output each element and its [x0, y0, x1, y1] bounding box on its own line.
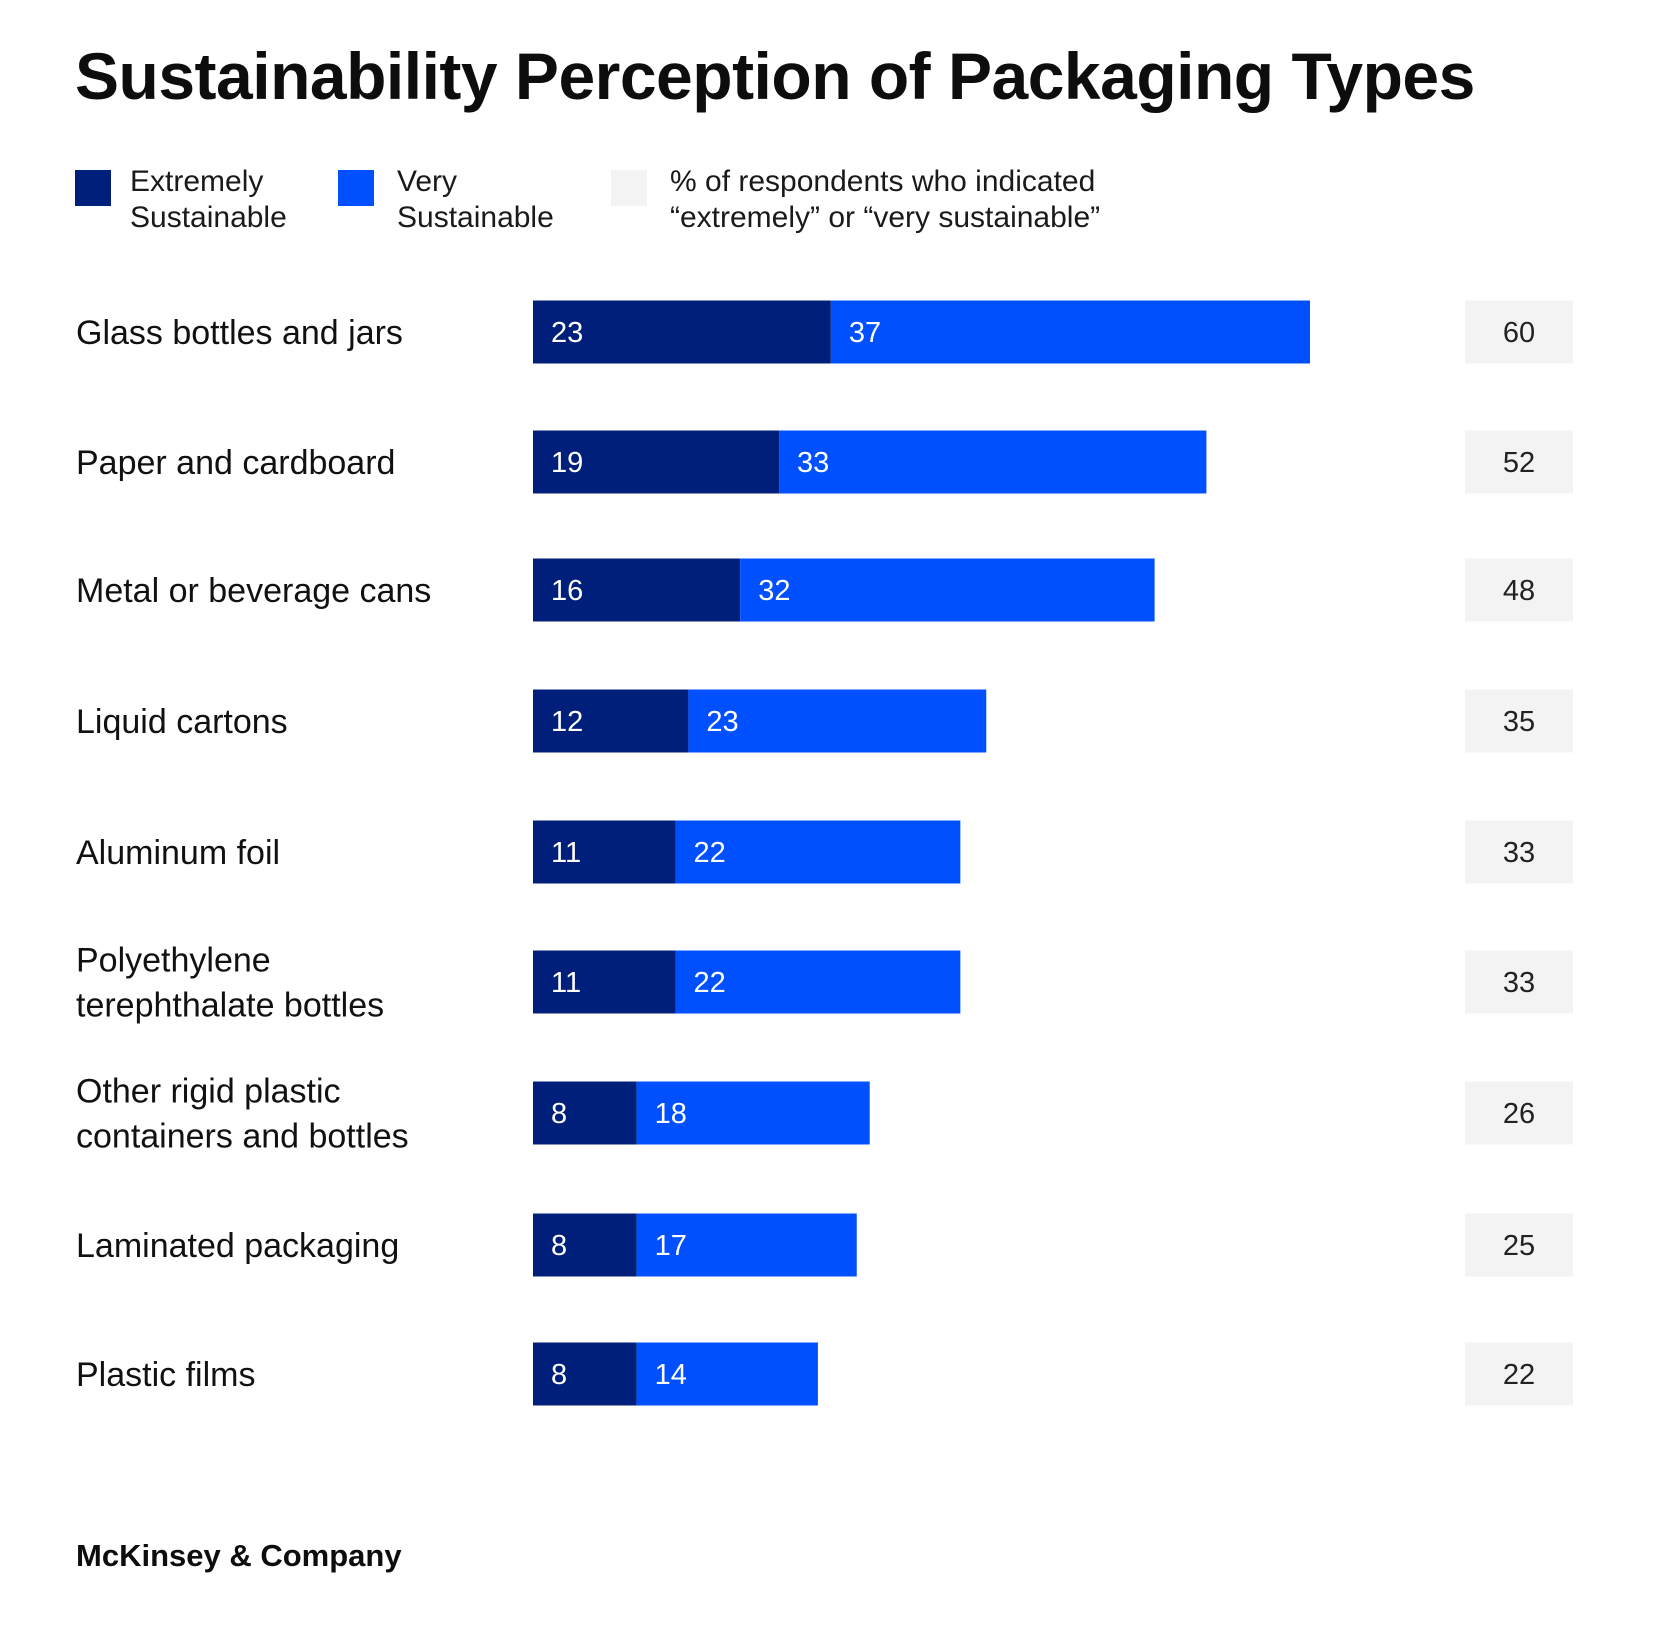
- value-label-very: 33: [797, 447, 829, 479]
- bar-very-sustainable: [636, 1081, 870, 1145]
- bar-very-sustainable: [675, 820, 961, 884]
- bar-extremely-sustainable: [533, 1213, 637, 1277]
- bar-very-sustainable: [636, 1342, 818, 1406]
- bar-extremely-sustainable: [533, 1081, 637, 1145]
- category-label: Paper and cardboard: [76, 444, 395, 482]
- bar-extremely-sustainable: [533, 558, 741, 622]
- legend-swatch-total: [611, 170, 647, 206]
- source-logo: McKinsey & Company: [76, 1538, 402, 1573]
- category-label: Polyethylene: [76, 942, 271, 980]
- legend-label-total-line1: % of respondents who indicated: [670, 165, 1096, 198]
- legend-label-extremely-line2: Sustainable: [130, 201, 287, 234]
- category-label: Other rigid plastic: [76, 1073, 341, 1111]
- total-box: [1465, 558, 1573, 622]
- bar-extremely-sustainable: [533, 430, 780, 494]
- total-label: 22: [1503, 1359, 1535, 1391]
- category-label: containers and bottles: [76, 1118, 409, 1156]
- legend-label-very-line2: Sustainable: [397, 201, 554, 234]
- value-label-extremely: 11: [551, 837, 581, 869]
- category-label: terephthalate bottles: [76, 987, 384, 1025]
- category-label: Glass bottles and jars: [76, 314, 403, 352]
- total-box: [1465, 1081, 1573, 1145]
- value-label-very: 17: [655, 1230, 687, 1262]
- bar-very-sustainable: [675, 950, 961, 1014]
- category-label: Aluminum foil: [76, 834, 280, 872]
- legend-label-extremely: Extremely Sustainable: [130, 164, 287, 236]
- value-label-extremely: 8: [551, 1098, 567, 1130]
- total-label: 33: [1503, 837, 1535, 869]
- bar-very-sustainable: [636, 1213, 857, 1277]
- chart-title: Sustainability Perception of Packaging T…: [75, 39, 1475, 113]
- value-label-extremely: 16: [551, 575, 583, 607]
- value-label-very: 32: [758, 575, 790, 607]
- value-label-extremely: 19: [551, 447, 583, 479]
- value-label-very: 14: [655, 1359, 687, 1391]
- value-label-very: 22: [693, 967, 725, 999]
- bar-extremely-sustainable: [533, 1342, 637, 1406]
- total-box: [1465, 430, 1573, 494]
- legend-label-very: Very Sustainable: [397, 164, 554, 236]
- total-label: 52: [1503, 447, 1535, 479]
- value-label-extremely: 8: [551, 1230, 567, 1262]
- total-label: 25: [1503, 1230, 1535, 1262]
- value-label-very: 22: [693, 837, 725, 869]
- category-label: Laminated packaging: [76, 1227, 399, 1265]
- total-label: 26: [1503, 1098, 1535, 1130]
- value-label-extremely: 23: [551, 317, 583, 349]
- total-box: [1465, 820, 1573, 884]
- total-box: [1465, 300, 1573, 364]
- total-box: [1465, 1342, 1573, 1406]
- value-label-very: 23: [706, 706, 738, 738]
- value-label-very: 37: [849, 317, 881, 349]
- total-box: [1465, 950, 1573, 1014]
- category-label: Plastic films: [76, 1356, 255, 1394]
- legend-label-extremely-line1: Extremely: [130, 165, 264, 198]
- value-label-extremely: 11: [551, 967, 581, 999]
- total-label: 35: [1503, 706, 1535, 738]
- value-label-extremely: 8: [551, 1359, 567, 1391]
- bar-very-sustainable: [688, 689, 987, 753]
- bar-extremely-sustainable: [533, 300, 831, 364]
- legend-label-total: % of respondents who indicated “extremel…: [670, 164, 1100, 236]
- value-label-extremely: 12: [551, 706, 583, 738]
- value-label-very: 18: [655, 1098, 687, 1130]
- total-box: [1465, 689, 1573, 753]
- category-label: Metal or beverage cans: [76, 572, 431, 610]
- bar-extremely-sustainable: [533, 950, 676, 1014]
- bar-extremely-sustainable: [533, 689, 689, 753]
- total-box: [1465, 1213, 1573, 1277]
- category-label: Liquid cartons: [76, 703, 288, 741]
- bar-very-sustainable: [740, 558, 1155, 622]
- bar-extremely-sustainable: [533, 820, 676, 884]
- total-label: 60: [1503, 317, 1535, 349]
- total-label: 48: [1503, 575, 1535, 607]
- legend-swatch-extremely: [75, 170, 111, 206]
- total-label: 33: [1503, 967, 1535, 999]
- legend-swatch-very: [338, 170, 374, 206]
- legend-label-total-line2: “extremely” or “very sustainable”: [670, 201, 1101, 234]
- legend-label-very-line1: Very: [397, 165, 458, 198]
- bar-very-sustainable: [779, 430, 1207, 494]
- bar-very-sustainable: [830, 300, 1310, 364]
